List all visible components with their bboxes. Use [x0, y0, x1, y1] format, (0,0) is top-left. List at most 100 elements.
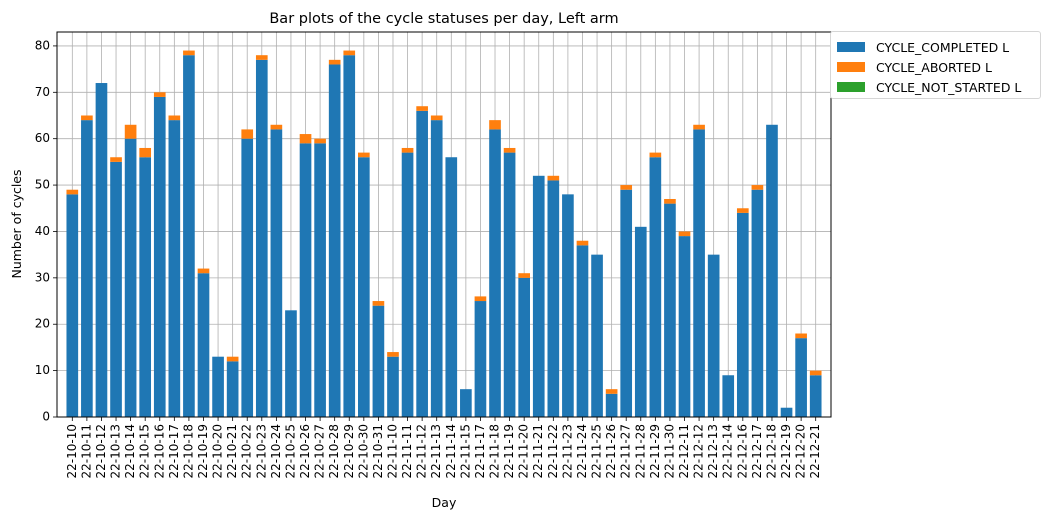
x-tick-label: 22-12-13 — [706, 424, 720, 478]
tick-labels: 22-10-10 22-10-11 22-10-12 22-10-13 22-10-14… — [35, 38, 822, 478]
bar-cycle-aborted-l — [649, 152, 662, 158]
x-tick-label: 22-12-17 — [750, 424, 764, 478]
bar-cycle-completed-l — [664, 203, 676, 417]
bar-cycle-completed-l — [474, 301, 487, 417]
x-tick-label: 22-12-14 — [721, 424, 735, 478]
x-axis-label: Day — [432, 495, 457, 510]
bar-cycle-completed-l — [489, 129, 501, 417]
y-tick-label: 0 — [42, 410, 50, 424]
x-tick-label: 22-10-22 — [240, 424, 254, 478]
bar-cycle-aborted-l — [124, 124, 137, 139]
bar-cycle-aborted-l — [795, 333, 807, 339]
bar-cycle-completed-l — [416, 110, 428, 418]
x-tick-label: 22-11-24 — [575, 424, 589, 478]
bar-cycle-completed-l — [81, 120, 93, 417]
bar-cycle-aborted-l — [197, 268, 210, 274]
bar-cycle-aborted-l — [314, 138, 326, 144]
bar-cycle-completed-l — [620, 189, 633, 417]
x-tick-label: 22-12-21 — [808, 424, 822, 478]
bar-cycle-completed-l — [401, 152, 414, 417]
legend: CYCLE_COMPLETED L CYCLE_ABORTED L CYCLE_… — [830, 31, 1041, 99]
y-tick-label: 30 — [35, 270, 50, 284]
x-tick-label: 22-11-25 — [590, 424, 604, 478]
bar-cycle-completed-l — [328, 64, 341, 417]
bar-cycle-aborted-l — [226, 356, 239, 362]
bar-cycle-completed-l — [780, 407, 793, 417]
bar-cycle-completed-l — [66, 194, 79, 417]
bar-cycle-aborted-l — [809, 370, 822, 376]
bar-cycle-completed-l — [649, 157, 662, 417]
bar-cycle-aborted-l — [503, 147, 516, 153]
bar-cycle-completed-l — [358, 157, 370, 417]
bar-cycle-aborted-l — [328, 59, 341, 65]
x-tick-label: 22-10-18 — [181, 424, 195, 478]
bar-cycle-aborted-l — [736, 208, 749, 213]
legend-item-aborted: CYCLE_ABORTED L — [837, 57, 1034, 77]
legend-swatch-aborted — [837, 62, 865, 72]
x-tick-label: 22-11-14 — [444, 424, 458, 478]
x-tick-label: 22-12-16 — [735, 424, 749, 478]
bar-cycle-aborted-l — [547, 175, 560, 181]
bar-cycle-aborted-l — [416, 106, 428, 111]
x-tick-label: 22-11-13 — [429, 424, 443, 478]
bar-cycle-aborted-l — [299, 134, 312, 144]
bar-cycle-completed-l — [562, 194, 574, 417]
y-tick-label: 70 — [35, 85, 50, 99]
bar-cycle-completed-l — [445, 157, 458, 417]
x-tick-label: 22-11-26 — [604, 424, 618, 478]
bar-cycle-completed-l — [751, 189, 764, 417]
bar-cycle-completed-l — [197, 273, 210, 417]
bar-cycle-completed-l — [285, 310, 297, 417]
bar-cycle-completed-l — [255, 59, 268, 417]
bar-cycle-aborted-l — [183, 50, 195, 56]
x-tick-label: 22-10-15 — [138, 424, 152, 478]
bar-cycle-completed-l — [226, 361, 239, 417]
axes — [53, 31, 832, 421]
bar-cycle-aborted-l — [139, 147, 152, 158]
bar-cycle-completed-l — [576, 245, 589, 417]
bar-cycle-completed-l — [722, 375, 735, 417]
bar-cycle-completed-l — [372, 305, 385, 417]
bar-cycle-aborted-l — [474, 296, 487, 302]
bar-cycle-aborted-l — [576, 240, 589, 246]
y-tick-label: 10 — [35, 363, 50, 377]
x-tick-label: 22-12-18 — [764, 424, 778, 478]
legend-label-not-started: CYCLE_NOT_STARTED L — [876, 79, 1022, 95]
x-tick-label: 22-11-27 — [619, 424, 633, 478]
bar-cycle-completed-l — [634, 226, 647, 417]
x-tick-label: 22-10-10 — [65, 424, 79, 478]
x-tick-label: 22-10-20 — [211, 424, 225, 478]
x-tick-label: 22-11-12 — [415, 424, 429, 478]
bar-cycle-aborted-l — [358, 152, 370, 158]
bars — [66, 50, 822, 418]
legend-item-completed: CYCLE_COMPLETED L — [837, 37, 1034, 57]
bar-cycle-aborted-l — [372, 301, 385, 306]
legend-swatch-completed — [837, 42, 865, 52]
bar-cycle-completed-l — [678, 236, 691, 417]
bar-cycle-completed-l — [503, 152, 516, 417]
x-tick-label: 22-11-18 — [488, 424, 502, 478]
bar-cycle-completed-l — [110, 161, 122, 417]
bar-cycle-aborted-l — [664, 198, 676, 204]
bar-cycle-completed-l — [314, 143, 326, 417]
bar-cycle-aborted-l — [153, 92, 166, 97]
x-tick-label: 22-10-21 — [225, 424, 239, 478]
bar-cycle-aborted-l — [518, 273, 530, 278]
plot-frame — [56, 31, 832, 418]
x-tick-label: 22-11-20 — [517, 424, 531, 478]
bar-cycle-completed-l — [460, 389, 472, 417]
bar-cycle-completed-l — [809, 375, 822, 417]
legend-swatch-not-started — [837, 82, 865, 92]
bar-cycle-aborted-l — [81, 115, 93, 121]
x-tick-label: 22-11-21 — [531, 424, 545, 478]
bar-cycle-completed-l — [766, 124, 778, 417]
x-tick-label: 22-10-31 — [371, 424, 385, 478]
x-tick-label: 22-10-23 — [254, 424, 268, 478]
bar-cycle-aborted-l — [387, 352, 399, 357]
bar-cycle-completed-l — [153, 96, 166, 417]
x-tick-label: 22-10-13 — [109, 424, 123, 478]
x-tick-label: 22-11-11 — [400, 424, 414, 478]
x-tick-label: 22-10-16 — [152, 424, 166, 478]
x-tick-label: 22-11-28 — [633, 424, 647, 478]
